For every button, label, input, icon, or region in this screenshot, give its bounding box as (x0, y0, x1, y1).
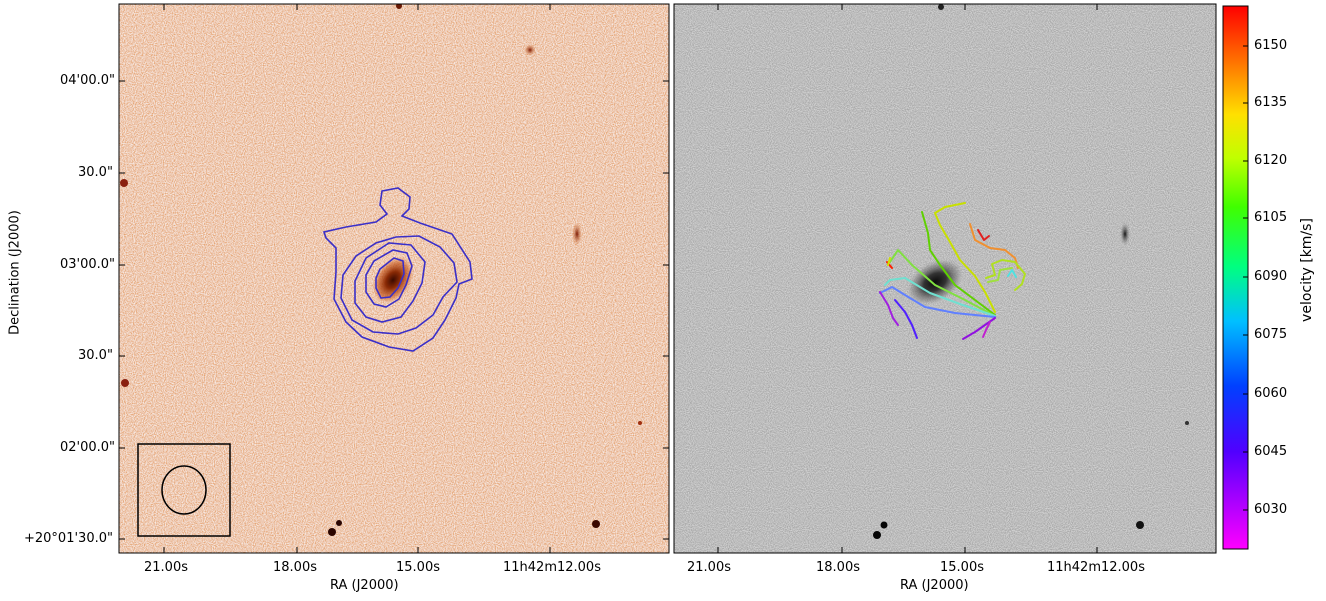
colorbar-tick-label: 6045 (1254, 444, 1288, 459)
galaxy-right (907, 259, 963, 305)
source-left-1 (572, 222, 582, 246)
x-tick-label: 11h42m12.00s (503, 560, 601, 575)
left-frame (118, 3, 670, 554)
x-tick-label: 21.00s (144, 560, 188, 575)
source-left-8 (638, 421, 642, 425)
source-left-5 (336, 520, 342, 526)
y-tick-label: +20°01'30.0" (24, 531, 113, 546)
source-left-9 (524, 44, 536, 56)
y-tick-label: 04'00.0" (60, 73, 116, 88)
colorbar-tick-label: 6030 (1254, 502, 1288, 517)
hi-contour-3 (354, 242, 426, 323)
source-right-6 (1185, 421, 1189, 425)
vcontour-6135-a (934, 202, 996, 313)
beam-box (137, 443, 231, 537)
source-right-5 (938, 4, 944, 10)
colorbar-tick-label: 6150 (1254, 38, 1288, 53)
vcontour-6090 (884, 277, 996, 317)
x-axis-label: RA (J2000) (330, 578, 399, 593)
hi-contours (322, 187, 473, 352)
hi-contour-1 (322, 187, 473, 352)
y-axis-label: Declination (J2000) (7, 210, 23, 335)
y-tick-label: 30.0" (78, 348, 113, 363)
x-tick-label: 15.00s (940, 560, 984, 575)
vcontour-6080 (1007, 269, 1017, 278)
source-right-3 (880, 521, 888, 529)
x-tick-label: 21.00s (687, 560, 731, 575)
source-left-3 (121, 379, 129, 387)
vcontour-6075 (879, 286, 996, 318)
vcontour-6120 (921, 211, 996, 316)
source-left-2 (120, 179, 128, 187)
y-tick-label: 03'00.0" (60, 257, 116, 272)
velocity-contours (879, 202, 1026, 340)
colorbar-label: velocity [km/s] (1299, 218, 1315, 322)
source-left-7 (396, 4, 402, 9)
hi-contour-4 (365, 249, 413, 308)
colorbar-tick-label: 6060 (1254, 386, 1288, 401)
beam-ellipse (161, 465, 207, 515)
colorbar-tick-label: 6135 (1254, 95, 1288, 110)
hi-contour-2 (340, 235, 458, 335)
source-right-1 (1120, 222, 1130, 246)
colorbar-tick-label: 6105 (1254, 210, 1288, 225)
vcontour-6140 (969, 223, 1019, 269)
vcontour-6110 (987, 267, 1013, 283)
x-axis-label: RA (J2000) (900, 578, 969, 593)
y-tick-label: 02'00.0" (60, 440, 116, 455)
source-right-2 (873, 531, 881, 539)
colorbar-tick-label: 6075 (1254, 327, 1288, 342)
source-left-4 (328, 528, 336, 536)
vcontour-6060 (894, 299, 918, 339)
vcontour-6150 (977, 229, 990, 241)
x-tick-label: 18.00s (816, 560, 860, 575)
right-frame (673, 3, 1217, 554)
x-tick-label: 18.00s (273, 560, 317, 575)
y-tick-label: 30.0" (78, 165, 113, 180)
x-tick-label: 15.00s (396, 560, 440, 575)
vcontour-6045 (879, 291, 899, 326)
source-left-6 (592, 520, 600, 528)
vcontour-6125 (985, 259, 1026, 291)
vcontour-6130 (887, 257, 891, 266)
vcontour-6105 (889, 249, 996, 317)
vcontour-6030-b (982, 321, 991, 338)
x-tick-label: 11h42m12.00s (1047, 560, 1145, 575)
colorbar-tick-label: 6120 (1254, 153, 1288, 168)
source-right-4 (1136, 521, 1144, 529)
hi-contour-5 (375, 257, 405, 299)
colorbar-tick-label: 6090 (1254, 269, 1288, 284)
